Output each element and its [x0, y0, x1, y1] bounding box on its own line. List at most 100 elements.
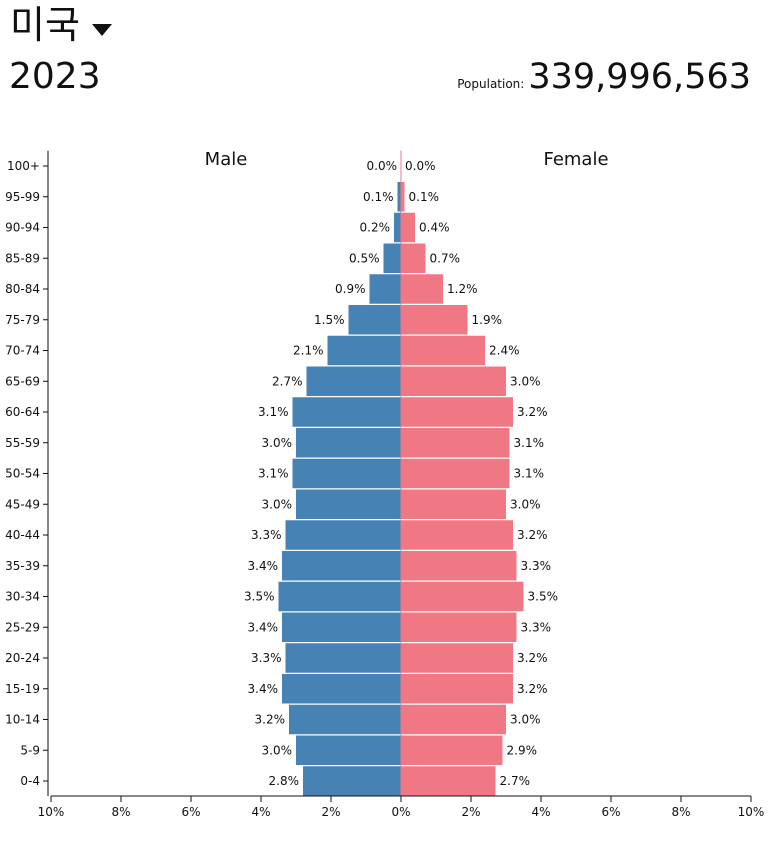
male-bar-25-29 — [282, 612, 401, 642]
y-tick-label: 30-34 — [5, 590, 40, 604]
female-bar-50-54 — [401, 458, 510, 489]
y-tick-label: 90-94 — [5, 221, 40, 235]
y-tick-label: 5-9 — [20, 743, 40, 757]
male-bar-75-79 — [348, 305, 401, 335]
male-value-label: 3.2% — [255, 713, 286, 727]
x-tick-label: 2% — [321, 805, 340, 819]
y-tick-label: 65-69 — [5, 374, 40, 388]
x-tick-label: 8% — [671, 805, 690, 819]
male-value-label: 3.4% — [248, 559, 279, 573]
x-tick-label: 6% — [181, 805, 200, 819]
male-bar-90-94 — [394, 212, 401, 243]
male-bar-15-19 — [282, 674, 401, 704]
male-value-label: 3.1% — [258, 467, 289, 481]
male-value-label: 3.4% — [248, 620, 279, 634]
y-tick-label: 45-49 — [5, 497, 40, 511]
x-tick-label: 2% — [461, 805, 480, 819]
female-value-label: 0.7% — [430, 251, 461, 265]
female-bar-5-9 — [401, 735, 503, 765]
population-display: Population: 339,996,563 — [457, 54, 751, 100]
y-tick-label: 25-29 — [5, 620, 40, 634]
male-bar-10-14 — [289, 704, 401, 735]
female-value-label: 2.7% — [500, 774, 531, 788]
female-bar-95-99 — [401, 182, 405, 212]
female-value-label: 0.0% — [405, 159, 436, 173]
male-bar-30-34 — [278, 581, 401, 612]
x-tick-label: 4% — [531, 805, 550, 819]
female-value-label: 3.2% — [517, 682, 548, 696]
female-bar-60-64 — [401, 397, 513, 427]
y-axis: 100+ 95-99 90-94 85-89 80-84 75-79 70-74 65-69 6… — [5, 150, 49, 796]
caret-down-icon[interactable] — [91, 24, 112, 36]
female-value-label: 3.1% — [514, 467, 545, 481]
female-bar-70-74 — [401, 335, 485, 366]
male-bar-60-64 — [292, 397, 401, 427]
y-tick-label: 50-54 — [5, 467, 40, 481]
x-axis: 10% 8% 6% 4% 2% 0% 2% 4% 6% 8% 10% — [38, 795, 765, 819]
y-tick-label: 35-39 — [5, 559, 40, 573]
y-tick-label: 10-14 — [5, 713, 40, 727]
male-value-label: 3.3% — [251, 528, 282, 542]
y-tick-label: 95-99 — [5, 190, 40, 204]
male-value-label: 3.4% — [248, 682, 279, 696]
male-value-label: 0.1% — [363, 190, 394, 204]
male-value-label: 0.5% — [349, 251, 380, 265]
male-bar-80-84 — [369, 274, 401, 304]
male-bar-55-59 — [296, 428, 401, 458]
male-bar-45-49 — [296, 489, 401, 519]
male-value-label: 3.0% — [262, 436, 293, 450]
female-bar-55-59 — [401, 428, 510, 458]
female-value-label: 3.2% — [517, 651, 548, 665]
male-value-label: 0.0% — [367, 159, 398, 173]
country-selector[interactable]: 미국 — [10, 2, 112, 48]
female-bar-40-44 — [401, 520, 513, 550]
y-tick-label: 70-74 — [5, 344, 40, 358]
female-bar-25-29 — [401, 612, 517, 642]
male-value-label: 1.5% — [314, 313, 345, 327]
male-bar-65-69 — [306, 366, 401, 396]
male-bar-85-89 — [383, 243, 401, 273]
female-value-label: 1.2% — [447, 282, 478, 296]
y-tick-label: 75-79 — [5, 313, 40, 327]
female-value-label: 0.1% — [409, 190, 440, 204]
male-bar-20-24 — [285, 643, 401, 673]
female-bar-85-89 — [401, 243, 426, 273]
female-bar-30-34 — [401, 581, 524, 612]
male-bar-70-74 — [327, 335, 401, 366]
male-bar-0-4 — [303, 766, 401, 796]
y-tick-label: 55-59 — [5, 436, 40, 450]
female-bar-90-94 — [401, 212, 415, 243]
x-tick-label: 10% — [738, 805, 765, 819]
y-tick-label: 20-24 — [5, 651, 40, 665]
female-value-label: 3.3% — [521, 620, 552, 634]
x-tick-label: 10% — [38, 805, 65, 819]
male-value-label: 3.1% — [258, 405, 289, 419]
y-tick-label: 80-84 — [5, 282, 40, 296]
male-value-label: 2.8% — [269, 774, 300, 788]
male-bar-35-39 — [282, 551, 401, 581]
bar-group: 0.0% 0.0% 0.1% 0.1% 0.2% 0.4% 0.5% 0.7% 0.9% 1.2%… — [244, 150, 559, 796]
y-tick-label: 100+ — [7, 159, 40, 173]
x-tick-label: 0% — [391, 805, 410, 819]
male-value-label: 0.9% — [335, 282, 366, 296]
year-label: 2023 — [9, 56, 101, 97]
male-value-label: 2.1% — [293, 344, 324, 358]
male-series-label: Male — [205, 149, 248, 170]
female-value-label: 3.2% — [517, 528, 548, 542]
y-tick-label: 85-89 — [5, 251, 40, 265]
male-value-label: 2.7% — [272, 374, 303, 388]
female-bar-35-39 — [401, 551, 517, 581]
female-bar-0-4 — [401, 766, 496, 796]
male-bar-5-9 — [296, 735, 401, 765]
population-label: Population: — [457, 77, 525, 91]
female-bar-80-84 — [401, 274, 443, 304]
female-value-label: 2.9% — [507, 743, 538, 757]
country-name: 미국 — [10, 3, 80, 47]
female-value-label: 3.0% — [510, 497, 541, 511]
y-tick-label: 15-19 — [5, 682, 40, 696]
male-bar-40-44 — [285, 520, 401, 550]
female-value-label: 3.3% — [521, 559, 552, 573]
y-tick-label: 0-4 — [20, 774, 40, 788]
female-value-label: 3.5% — [528, 590, 559, 604]
